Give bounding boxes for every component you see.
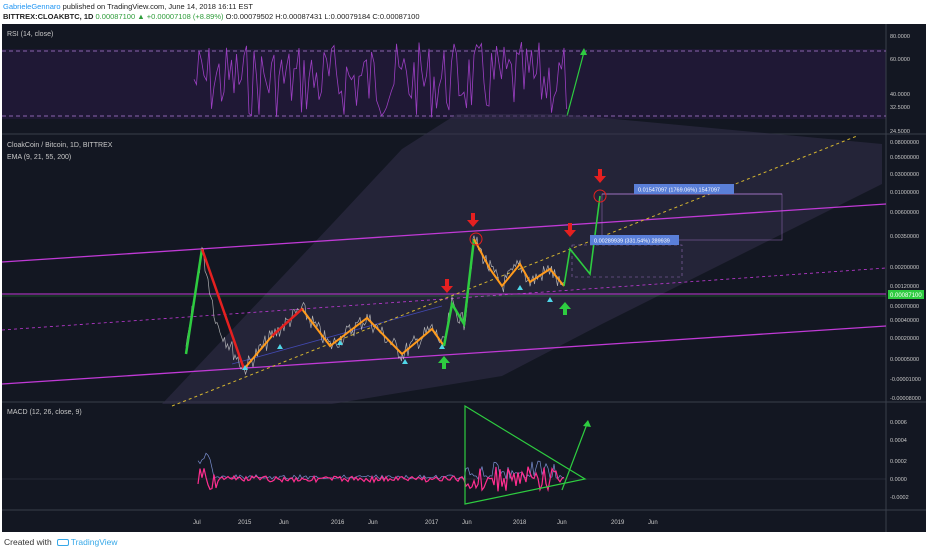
annotation-label: 0.00289939 (331.54%) 289939 <box>590 235 679 245</box>
time-tick-label: Jun <box>462 520 472 526</box>
macd-tick-label: 0.0000 <box>890 477 907 483</box>
ema-cross-marker <box>517 285 523 290</box>
macd-tick-label: -0.0002 <box>890 495 909 501</box>
wave-red-line <box>271 308 303 337</box>
price-tick-label: 0.00350000 <box>890 234 919 240</box>
price-tick-label: 0.00120000 <box>890 284 919 290</box>
ema-cross-marker <box>277 344 283 349</box>
ema-cross-marker <box>242 365 248 370</box>
main-title: CloakCoin / Bitcoin, 1D, BITTREX <box>7 142 113 149</box>
svg-text:0.00289939 (331.54%) 289939: 0.00289939 (331.54%) 289939 <box>594 239 670 245</box>
annotation-label: 0.01547097 (1769.06%) 1547097 <box>634 184 734 194</box>
channel-shade <box>162 114 882 404</box>
trend-line <box>231 305 443 365</box>
rsi-title: RSI (14, close) <box>7 31 53 38</box>
price-tick-label: 0.00600000 <box>890 210 919 216</box>
price-tick-label: 0.01000000 <box>890 190 919 196</box>
time-tick-label: 2017 <box>425 520 439 526</box>
macd-line <box>197 452 565 480</box>
rsi-projection-line <box>566 51 585 117</box>
svg-text:0.01547097 (1769.06%) 1547097: 0.01547097 (1769.06%) 1547097 <box>638 188 720 194</box>
chart-header: GabrieleGennaro published on TradingView… <box>0 0 932 24</box>
time-axis[interactable]: Jul 2015 Jun 2016 Jun 2017 Jun 2018 Jun 2019 Jun <box>193 520 658 526</box>
up-arrow-icon <box>438 356 450 369</box>
time-tick-label: 2016 <box>331 520 345 526</box>
down-arrow-icon <box>594 169 606 183</box>
author-link[interactable]: GabrieleGennaro <box>3 2 61 11</box>
price-tick-label: -0.00008000 <box>890 396 921 402</box>
target-circle <box>593 189 607 203</box>
macd-histogram <box>197 466 565 493</box>
target-circle <box>469 232 483 246</box>
macd-tick-label: 0.0006 <box>890 420 907 426</box>
time-tick-label: Jun <box>368 520 378 526</box>
chart-area[interactable]: 0.01547097 (1769.06%) 1547097 0.00289939… <box>2 24 926 532</box>
time-tick-label: Jun <box>648 520 658 526</box>
price-tick-label: 0.00040000 <box>890 318 919 324</box>
ema-cross-marker <box>547 297 553 302</box>
wave-up-line <box>184 248 204 355</box>
ema-cross-marker <box>402 359 408 364</box>
ema-cross-marker <box>439 344 445 349</box>
time-tick-label: Jul <box>193 520 201 526</box>
rsi-tick-label: 24.5000 <box>890 129 910 135</box>
price-axis[interactable]: 0.08000000 0.05000000 0.03000000 0.01000000… <box>890 140 921 402</box>
channel-mid-line <box>2 267 887 331</box>
tradingview-logo-icon <box>56 539 69 547</box>
rsi-tick-label: 60.0000 <box>890 57 910 63</box>
price-tick-label: 0.05000000 <box>890 155 919 161</box>
rsi-tick-label: 80.0000 <box>890 34 910 40</box>
symbol-name: BITTREX:CLOAKBTC, 1D <box>3 12 94 21</box>
ema-title: EMA (9, 21, 55, 200) <box>7 154 71 161</box>
channel-upper-line <box>2 203 887 263</box>
price-tick-label: -0.00001000 <box>890 377 921 383</box>
time-tick-label: 2015 <box>238 520 252 526</box>
symbol-line: BITTREX:CLOAKBTC, 1D 0.00087100 ▲ +0.000… <box>3 12 929 22</box>
wave-orange-line <box>473 238 565 288</box>
publish-line: GabrieleGennaro published on TradingView… <box>3 2 929 12</box>
down-arrow-icon <box>441 279 453 293</box>
publish-info: published on TradingView.com, June 14, 2… <box>62 2 253 11</box>
wave-down-line <box>200 248 246 370</box>
time-tick-label: 2018 <box>513 520 527 526</box>
price-tick-label: 0.08000000 <box>890 140 919 146</box>
arrow-head-icon <box>583 420 591 427</box>
last-price: 0.00087100 <box>95 12 136 21</box>
time-tick-label: Jun <box>279 520 289 526</box>
rsi-tick-label: 32.5000 <box>890 105 910 111</box>
ema-cross-marker <box>337 340 343 345</box>
up-arrow-icon: ▲ <box>137 12 145 21</box>
ohlc-values: O:0.00079502 H:0.00087431 L:0.00079184 C… <box>225 12 420 21</box>
price-label-box <box>888 290 924 299</box>
price-label: 0.00087100 <box>890 293 922 299</box>
price-change: +0.00007108 (+8.89%) <box>146 12 224 21</box>
time-tick-label: Jun <box>557 520 567 526</box>
rsi-line <box>193 42 567 118</box>
price-tick-label: 0.00200000 <box>890 265 919 271</box>
rsi-band <box>2 49 886 119</box>
time-tick-label: 2019 <box>611 520 625 526</box>
macd-tick-label: 0.0004 <box>890 438 907 444</box>
price-tick-label: 0.03000000 <box>890 172 919 178</box>
price-tick-label: 0.00070000 <box>890 304 919 310</box>
macd-title: MACD (12, 26, close, 9) <box>7 409 82 416</box>
footer: Created with TradingView <box>0 532 932 550</box>
price-tick-label: 0.00005000 <box>890 357 919 363</box>
macd-projection-line <box>561 423 588 491</box>
ema-markers <box>242 285 553 370</box>
down-arrow-icon <box>467 213 479 227</box>
rsi-axis: 80.0000 60.0000 40.0000 32.5000 24.5000 <box>890 34 910 135</box>
macd-tick-label: 0.0002 <box>890 459 907 465</box>
up-arrow-icon <box>559 302 571 315</box>
macd-triangle <box>464 404 587 505</box>
tradingview-link[interactable]: TradingView <box>70 537 118 547</box>
created-with-label: Created with <box>4 537 52 547</box>
arrow-head-icon <box>580 48 587 55</box>
macd-axis: 0.0006 0.0004 0.0002 0.0000 -0.0002 <box>890 420 909 501</box>
rsi-tick-label: 40.0000 <box>890 92 910 98</box>
down-arrow-icon <box>564 223 576 237</box>
channel-lower-line <box>2 325 887 385</box>
wave-up-line <box>442 238 476 347</box>
price-tick-label: 0.00020000 <box>890 336 919 342</box>
